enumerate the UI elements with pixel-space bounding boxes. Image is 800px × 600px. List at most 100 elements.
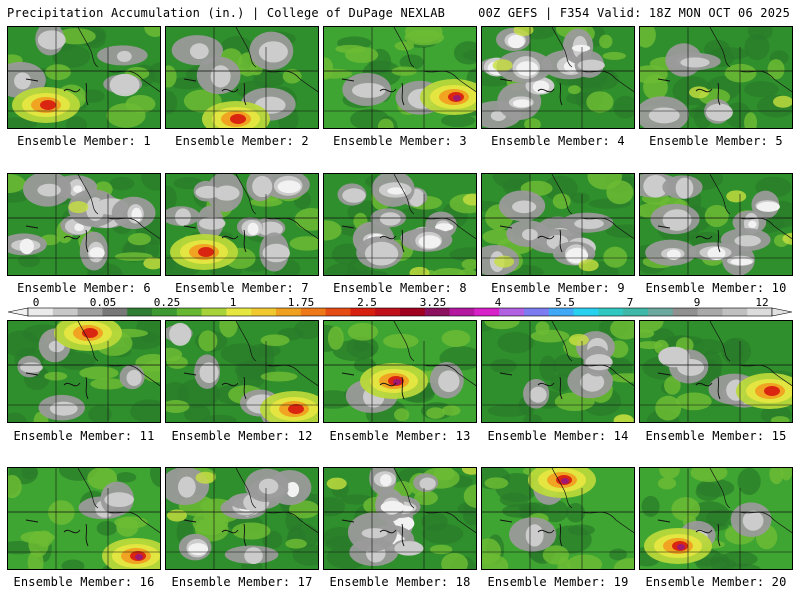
ensemble-member-label: Ensemble Member: 7	[175, 281, 309, 295]
colorbar-tick-label: 5.5	[555, 296, 575, 309]
colorbar-segment	[176, 308, 203, 316]
ensemble-map-1	[7, 26, 161, 129]
precip-field-map	[482, 468, 634, 569]
colorbar-segment	[598, 308, 624, 316]
precip-field-map	[640, 174, 792, 275]
ensemble-map-8	[323, 173, 477, 276]
colorbar-segment	[449, 308, 475, 316]
ensemble-map-7	[165, 173, 319, 276]
ensemble-member-label: Ensemble Member: 13	[329, 429, 471, 443]
precip-field-map	[324, 468, 476, 569]
precip-field-map	[482, 321, 634, 422]
colorbar-tick-label: 9	[693, 296, 701, 309]
colorbar-segment	[424, 308, 451, 316]
ensemble-map-13	[323, 320, 477, 423]
ensemble-map-4	[481, 26, 635, 129]
precip-field-map	[166, 27, 318, 128]
precip-field-map	[482, 27, 634, 128]
precip-field-map	[640, 27, 792, 128]
colorbar-tick-label: 0	[32, 296, 40, 309]
ensemble-map-6	[7, 173, 161, 276]
colorbar-segment	[474, 308, 500, 316]
precip-field-map	[8, 174, 160, 275]
ensemble-map-19	[481, 467, 635, 570]
precip-field-map	[8, 468, 160, 569]
ensemble-map-20	[639, 467, 793, 570]
colorbar-tick-label: 0.05	[89, 296, 117, 309]
colorbar-segment	[499, 308, 525, 316]
colorbar-segment	[524, 308, 550, 316]
colorbar-segment	[77, 308, 103, 316]
ensemble-member-label: Ensemble Member: 14	[487, 429, 629, 443]
ensemble-member-label: Ensemble Member: 6	[17, 281, 151, 295]
model-valid-time: 00Z GEFS | F354 Valid: 18Z MON OCT 06 20…	[478, 6, 790, 20]
colorbar-tick-label: 0.25	[153, 296, 181, 309]
colorbar-tick-label: 1.75	[287, 296, 315, 309]
ensemble-member-label: Ensemble Member: 2	[175, 134, 309, 148]
colorbar-min-arrow	[7, 307, 29, 317]
ensemble-member-label: Ensemble Member: 5	[649, 134, 783, 148]
ensemble-map-12	[165, 320, 319, 423]
precip-field-map	[482, 174, 634, 275]
colorbar-tick-label: 4	[494, 296, 502, 309]
ensemble-member-label: Ensemble Member: 12	[171, 429, 313, 443]
colorbar-segment	[697, 308, 723, 316]
ensemble-member-label: Ensemble Member: 15	[645, 429, 787, 443]
ensemble-member-label: Ensemble Member: 1	[17, 134, 151, 148]
ensemble-member-label: Ensemble Member: 19	[487, 575, 629, 589]
colorbar-segment	[251, 308, 277, 316]
colorbar-segment	[300, 308, 327, 316]
ensemble-map-16	[7, 467, 161, 570]
colorbar-tick-label: 1	[229, 296, 237, 309]
ensemble-map-2	[165, 26, 319, 129]
ensemble-member-label: Ensemble Member: 18	[329, 575, 471, 589]
colorbar-segment	[52, 308, 79, 316]
colorbar-segment	[747, 308, 773, 316]
colorbar-tick-label: 3.25	[419, 296, 447, 309]
ensemble-map-5	[639, 26, 793, 129]
ensemble-map-3	[323, 26, 477, 129]
colorbar-segment	[201, 308, 227, 316]
colorbar-segment	[152, 308, 178, 316]
colorbar-segment	[722, 308, 748, 316]
precip-field-map	[640, 468, 792, 569]
ensemble-member-label: Ensemble Member: 16	[13, 575, 155, 589]
ensemble-map-10	[639, 173, 793, 276]
precip-field-map	[166, 468, 318, 569]
ensemble-member-label: Ensemble Member: 8	[333, 281, 467, 295]
colorbar-segment	[350, 308, 376, 316]
colorbar-tick-label: 12	[755, 296, 769, 309]
ensemble-member-label: Ensemble Member: 10	[645, 281, 787, 295]
precip-field-map	[324, 27, 476, 128]
ensemble-map-15	[639, 320, 793, 423]
ensemble-member-label: Ensemble Member: 20	[645, 575, 787, 589]
colorbar-tick-label: 7	[626, 296, 634, 309]
ensemble-member-label: Ensemble Member: 4	[491, 134, 625, 148]
ensemble-map-11	[7, 320, 161, 423]
colorbar-segment	[325, 308, 351, 316]
colorbar-segment	[623, 308, 649, 316]
precip-field-map	[8, 321, 160, 422]
ensemble-member-label: Ensemble Member: 3	[333, 134, 467, 148]
precip-colorbar	[7, 307, 793, 317]
colorbar-segment	[548, 308, 575, 316]
colorbar-segment	[276, 308, 302, 316]
precip-field-map	[166, 174, 318, 275]
colorbar-segment	[400, 308, 426, 316]
ensemble-map-18	[323, 467, 477, 570]
colorbar-segment	[28, 308, 54, 316]
ensemble-map-14	[481, 320, 635, 423]
colorbar-segment	[226, 308, 252, 316]
precip-field-map	[166, 321, 318, 422]
precip-field-map	[8, 27, 160, 128]
chart-title: Precipitation Accumulation (in.) | Colle…	[7, 6, 446, 20]
colorbar-segment	[375, 308, 401, 316]
ensemble-map-9	[481, 173, 635, 276]
colorbar-segment	[648, 308, 674, 316]
precip-field-map	[640, 321, 792, 422]
precip-field-map	[324, 321, 476, 422]
colorbar-segment	[573, 308, 599, 316]
precip-field-map	[324, 174, 476, 275]
colorbar-segment	[127, 308, 153, 316]
colorbar-max-arrow	[771, 307, 793, 317]
